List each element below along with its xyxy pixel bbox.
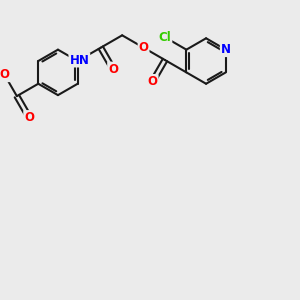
Text: O: O — [148, 75, 158, 88]
Text: Cl: Cl — [159, 31, 171, 44]
Text: O: O — [24, 111, 34, 124]
Text: HN: HN — [69, 53, 89, 67]
Text: O: O — [139, 41, 148, 54]
Text: O: O — [108, 63, 118, 76]
Text: O: O — [0, 68, 10, 81]
Text: N: N — [221, 43, 231, 56]
